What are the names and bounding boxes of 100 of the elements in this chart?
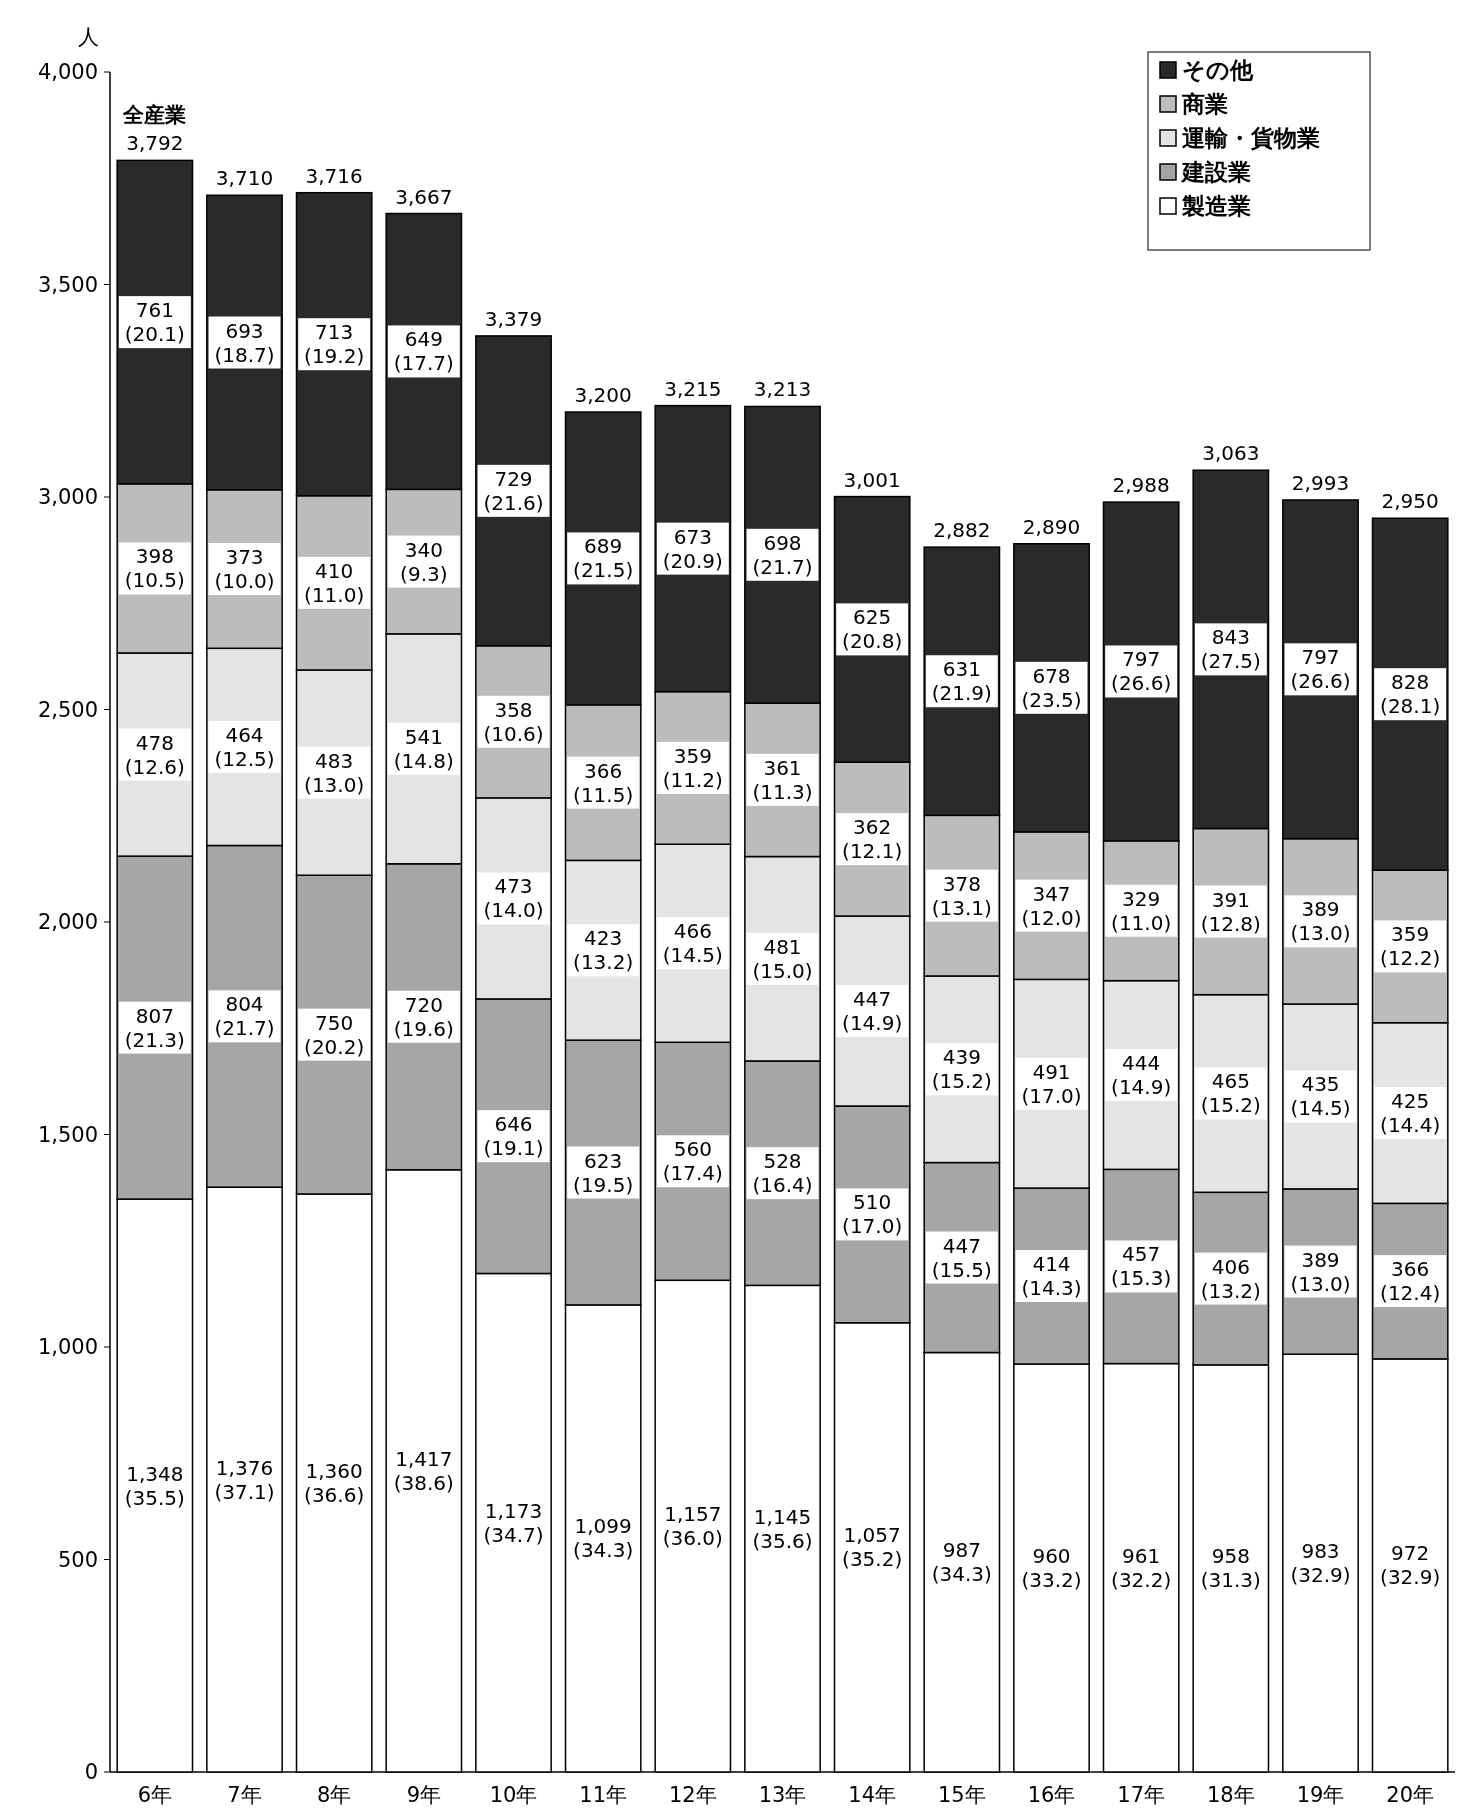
data-label: 481 (15.0): [752, 934, 813, 983]
total-label: 3,716: [305, 163, 363, 188]
data-label: 843 (27.5): [1200, 625, 1261, 674]
x-tick-label: 7年: [227, 1783, 262, 1807]
data-label: 359 (11.2): [662, 743, 723, 792]
data-label: 439 (15.2): [931, 1045, 992, 1094]
data-label: 340 (9.3): [400, 537, 448, 586]
data-label: 797 (26.6): [1290, 645, 1351, 694]
data-label: 1,360 (36.6): [304, 1459, 365, 1507]
data-label: 447 (15.5): [931, 1233, 992, 1282]
x-tick-label: 12年: [668, 1783, 717, 1807]
x-tick-label: 18年: [1206, 1783, 1255, 1807]
data-label: 528 (16.4): [752, 1149, 813, 1198]
data-label: 389 (13.0): [1290, 1247, 1351, 1296]
y-tick-label: 3,000: [37, 485, 98, 509]
data-label: 560 (17.4): [662, 1137, 723, 1186]
data-label: 541 (14.8): [393, 724, 454, 773]
y-tick-label: 2,000: [37, 910, 98, 934]
data-label: 444 (14.9): [1111, 1051, 1172, 1099]
data-label: 1,173 (34.7): [483, 1498, 544, 1547]
legend-label: 運輸・貨物業: [1182, 125, 1320, 151]
x-tick-label: 13年: [758, 1783, 807, 1807]
data-label: 510 (17.0): [842, 1190, 903, 1239]
total-label: 3,213: [753, 377, 812, 402]
data-label: 366 (11.5): [573, 758, 634, 807]
data-label: 693 (18.7): [214, 318, 275, 367]
legend-label: 商業: [1181, 91, 1228, 117]
total-label: 3,379: [484, 306, 543, 331]
data-label: 678 (23.5): [1021, 663, 1082, 712]
data-label: 1,099 (34.3): [573, 1514, 634, 1563]
data-label: 464 (12.5): [214, 722, 275, 771]
data-label: 1,348 (35.5): [124, 1461, 185, 1510]
data-label: 1,376 (37.1): [214, 1455, 275, 1504]
total-label: 2,988: [1112, 473, 1170, 498]
y-tick-label: 500: [57, 1547, 98, 1572]
data-label: 447 (14.9): [842, 987, 903, 1036]
total-label: 3,710: [215, 166, 274, 191]
data-label: 807 (21.3): [124, 1003, 185, 1052]
y-tick-label: 1,500: [37, 1122, 98, 1147]
data-label: 491 (17.0): [1021, 1059, 1082, 1108]
data-label: 983 (32.9): [1290, 1539, 1351, 1588]
data-label: 398 (10.5): [124, 544, 185, 593]
data-label: 673 (20.9): [662, 524, 723, 573]
data-label: 750 (20.2): [304, 1010, 365, 1059]
data-label: 423 (13.2): [573, 926, 634, 975]
data-label: 425 (14.4): [1380, 1089, 1441, 1138]
data-label: 960 (33.2): [1021, 1544, 1082, 1592]
total-label: 2,890: [1022, 514, 1081, 539]
data-label: 631 (21.9): [931, 657, 992, 706]
y-tick-label: 1,000: [37, 1335, 98, 1359]
data-label: 378 (13.1): [931, 871, 992, 920]
data-label: 466 (14.5): [662, 919, 723, 968]
x-tick-label: 15年: [937, 1783, 986, 1807]
data-label: 828 (28.1): [1380, 670, 1441, 719]
data-label: 435 (14.5): [1290, 1072, 1351, 1121]
data-label: 473 (14.0): [483, 874, 544, 923]
data-label: 1,145 (35.6): [752, 1504, 813, 1553]
data-label: 958 (31.3): [1200, 1544, 1261, 1593]
data-label: 713 (19.2): [304, 320, 365, 369]
data-label: 720 (19.6): [393, 992, 454, 1041]
data-label: 483 (13.0): [304, 748, 365, 797]
y-tick-label: 3,500: [37, 272, 98, 297]
data-label: 414 (14.3): [1021, 1252, 1082, 1301]
x-tick-label: 16年: [1027, 1783, 1076, 1807]
total-label: 3,001: [843, 467, 901, 492]
data-label: 362 (12.1): [842, 815, 903, 864]
data-label: 410 (11.0): [304, 558, 365, 607]
total-label: 2,993: [1291, 470, 1350, 495]
x-tick-label: 11年: [579, 1783, 628, 1807]
x-tick-label: 9年: [406, 1783, 442, 1807]
data-label: 972 (32.9): [1380, 1541, 1441, 1590]
x-tick-label: 20年: [1386, 1783, 1435, 1807]
data-label: 406 (13.2): [1200, 1254, 1261, 1303]
total-label: 3,063: [1202, 441, 1260, 466]
data-label: 347 (12.0): [1021, 881, 1082, 930]
data-label: 698 (21.7): [752, 530, 813, 579]
y-tick-label: 4,000: [37, 60, 98, 84]
x-tick-label: 17年: [1117, 1783, 1166, 1807]
data-label: 1,057 (35.2): [842, 1523, 903, 1572]
total-label: 3,200: [574, 383, 632, 407]
total-label: 3,667: [395, 184, 453, 209]
data-label: 359 (12.2): [1380, 922, 1441, 971]
legend-label: 建設業: [1180, 159, 1251, 185]
data-label: 478 (12.6): [124, 730, 185, 779]
total-label: 2,950: [1381, 489, 1439, 514]
data-label: 457 (15.3): [1111, 1242, 1172, 1291]
data-label: 373 (10.0): [214, 545, 275, 594]
data-label: 689 (21.5): [573, 534, 634, 583]
data-label: 329 (11.0): [1111, 886, 1172, 935]
data-label: 366 (12.4): [1380, 1257, 1441, 1306]
data-label: 623 (19.5): [573, 1148, 634, 1197]
y-tick-label: 0: [84, 1760, 98, 1784]
data-label: 649 (17.7): [393, 327, 454, 376]
data-label: 804 (21.7): [214, 992, 275, 1041]
x-tick-label: 19年: [1296, 1783, 1345, 1807]
legend-label: 製造業: [1181, 193, 1251, 219]
x-tick-label: 6年: [137, 1783, 173, 1807]
y-axis-title: 人: [77, 25, 99, 49]
data-label: 361 (11.3): [752, 755, 813, 804]
data-label: 961 (32.2): [1111, 1543, 1172, 1592]
